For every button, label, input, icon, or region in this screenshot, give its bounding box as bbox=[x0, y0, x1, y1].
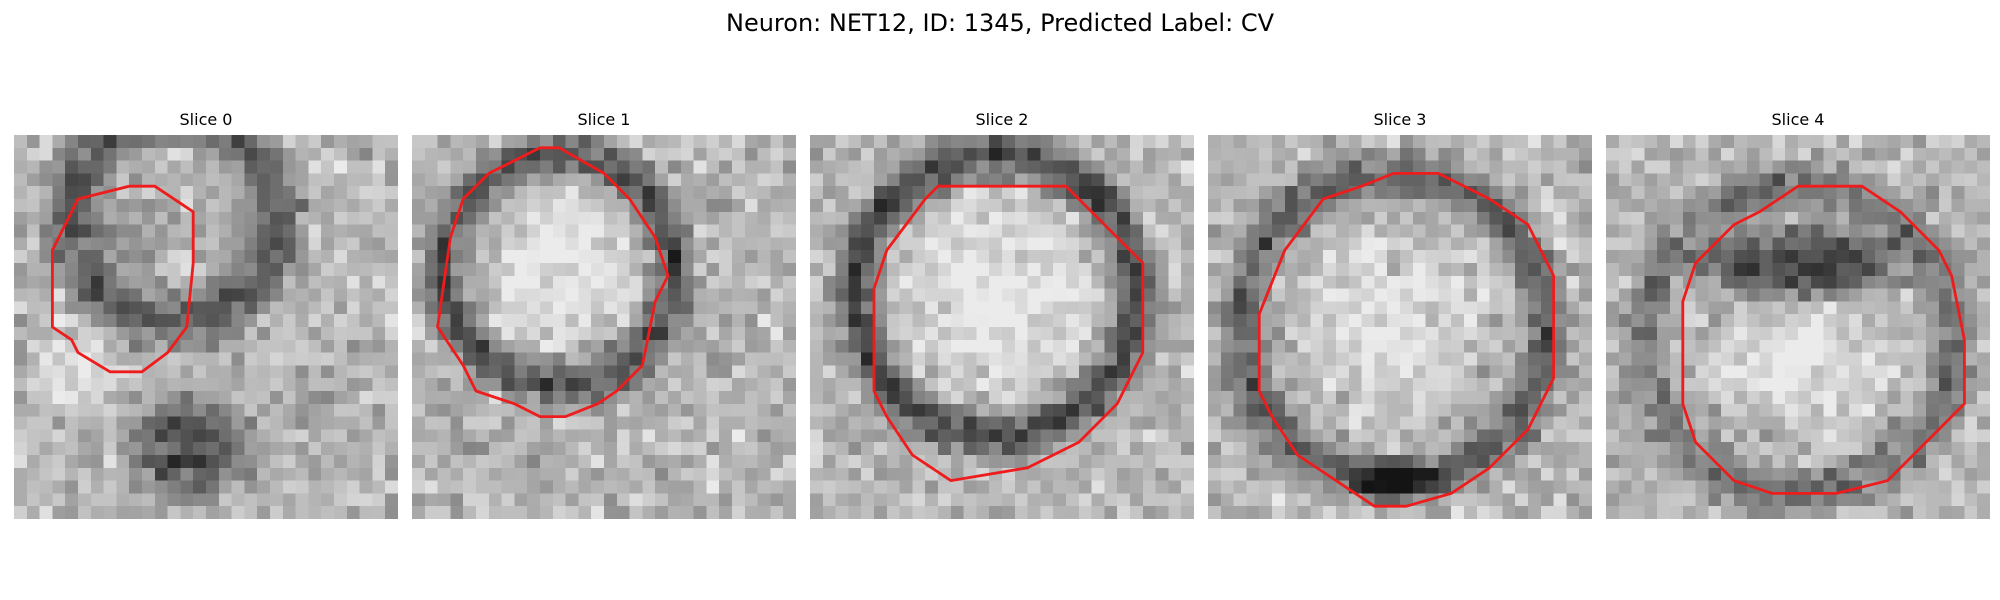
panel-slice-3: Slice 3 bbox=[1208, 108, 1592, 520]
figure-title: Neuron: NET12, ID: 1345, Predicted Label… bbox=[726, 9, 1274, 37]
pixel-grid bbox=[1606, 135, 1990, 519]
slice-image bbox=[1606, 135, 1990, 519]
slice-image bbox=[412, 135, 796, 519]
slice-image bbox=[810, 135, 1194, 519]
pixel-grid bbox=[412, 135, 796, 519]
slice-image bbox=[14, 135, 398, 519]
pixel-grid bbox=[1208, 135, 1592, 519]
panel-title: Slice 1 bbox=[577, 110, 631, 129]
segmentation-contour bbox=[50, 184, 195, 374]
slice-image bbox=[1208, 135, 1592, 519]
pixel-grid bbox=[14, 135, 398, 519]
segmentation-contour bbox=[1257, 171, 1556, 508]
segmentation-contour bbox=[1681, 184, 1966, 495]
panel-title: Slice 3 bbox=[1373, 110, 1427, 129]
segmentation-contour bbox=[436, 146, 670, 419]
panel-slice-2: Slice 2 bbox=[810, 108, 1194, 520]
pixel-grid bbox=[810, 135, 1194, 519]
segmentation-contour bbox=[872, 184, 1145, 483]
panel-slice-0: Slice 0 bbox=[14, 108, 398, 520]
panel-title: Slice 4 bbox=[1771, 110, 1825, 129]
panel-title: Slice 2 bbox=[975, 110, 1029, 129]
panel-slice-1: Slice 1 bbox=[412, 108, 796, 520]
panel-slice-4: Slice 4 bbox=[1606, 108, 1990, 520]
panel-title: Slice 0 bbox=[179, 110, 233, 129]
